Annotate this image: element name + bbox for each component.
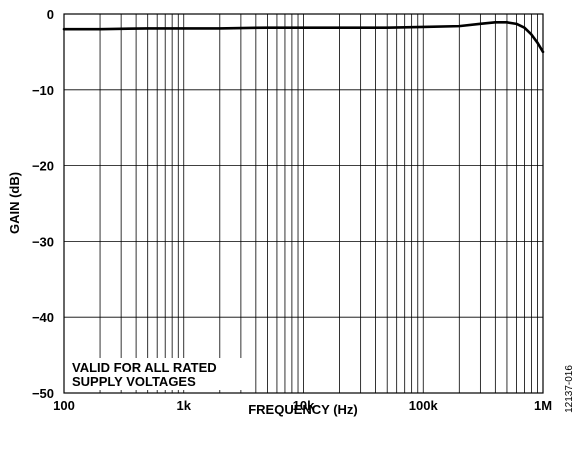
annotation-background: [68, 358, 248, 390]
series-layer: [62, 21, 545, 54]
y-tick-labels: 0 −10 −20 −30 −40 −50: [32, 7, 54, 401]
x-tick-label: 10k: [293, 398, 315, 413]
x-tick-label: 100: [53, 398, 75, 413]
y-tick-label: −30: [32, 234, 54, 249]
y-tick-label: −50: [32, 386, 54, 401]
y-tick-label: −10: [32, 83, 54, 98]
y-tick-label: −20: [32, 159, 54, 174]
x-tick-label: 1k: [177, 398, 192, 413]
gain-curve: [62, 21, 545, 54]
grid: [64, 13, 543, 394]
figure-id: 12137-016: [564, 365, 575, 413]
y-axis-title: GAIN (dB): [7, 172, 22, 234]
x-tick-labels: 100 1k 10k 100k 1M: [53, 398, 552, 413]
annotation-line-1: VALID FOR ALL RATED: [72, 360, 217, 375]
x-tick-label: 100k: [409, 398, 439, 413]
y-tick-label: −40: [32, 310, 54, 325]
plot-frame: [63, 13, 544, 394]
x-tick-label: 1M: [534, 398, 552, 413]
x-axis-title: FREQUENCY (Hz): [248, 402, 358, 417]
annotation-line-2: SUPPLY VOLTAGES: [72, 374, 196, 389]
y-tick-label: 0: [47, 7, 54, 22]
